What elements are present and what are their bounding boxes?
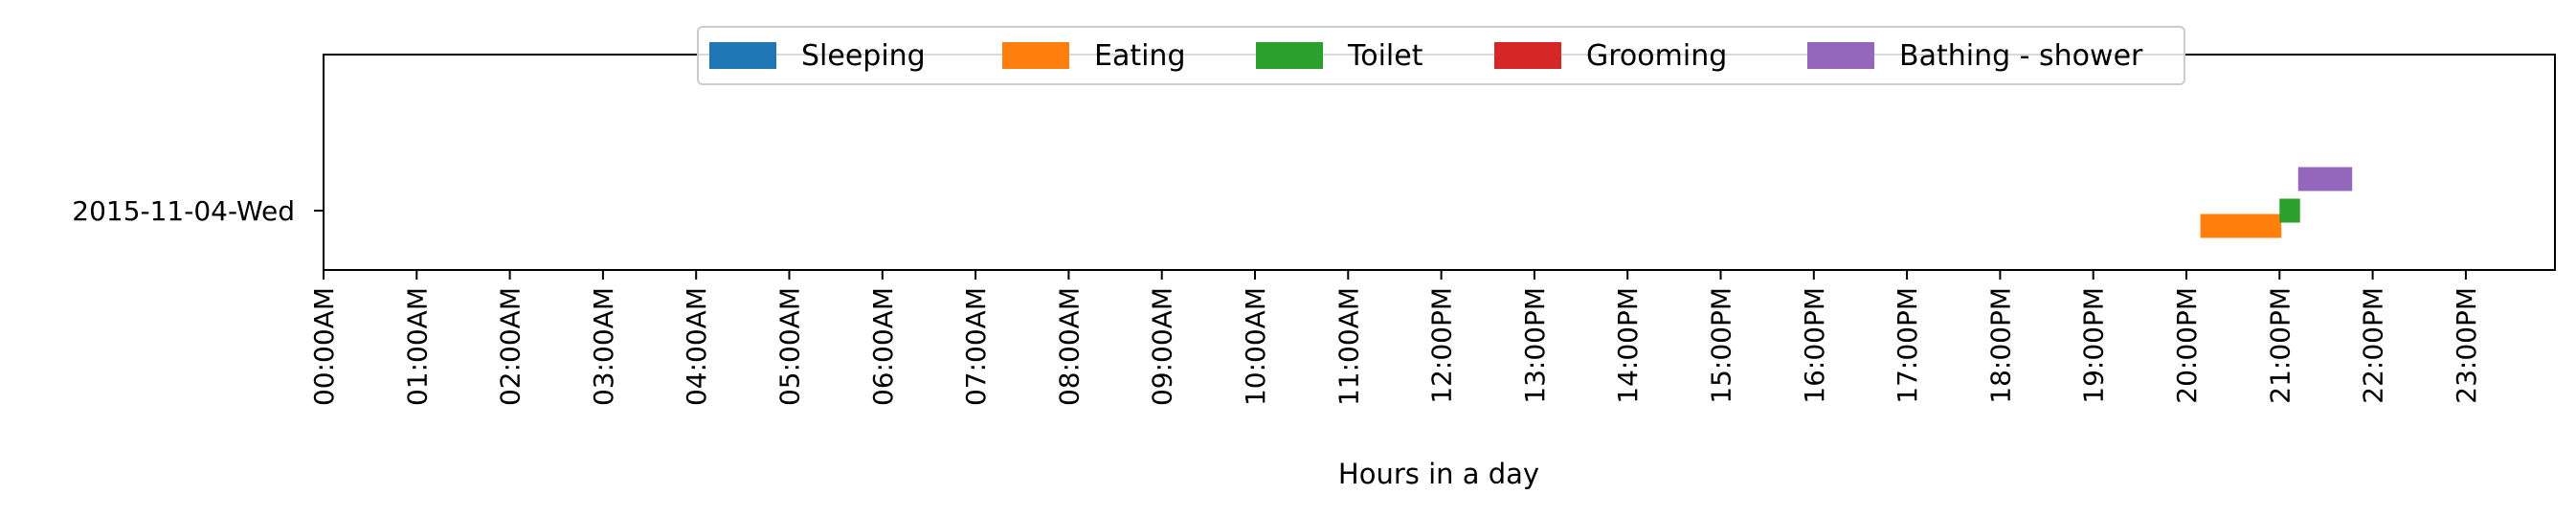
x-tick-label: 19:00PM: [2078, 287, 2110, 404]
legend-label: Bathing - shower: [1899, 39, 2143, 73]
legend-swatch: [709, 42, 776, 69]
x-tick-label: 05:00AM: [774, 287, 806, 406]
y-tick-label: 2015-11-04-Wed: [72, 195, 295, 227]
x-tick-label: 23:00PM: [2451, 287, 2482, 404]
x-axis-label: Hours in a day: [1338, 458, 1539, 490]
x-tick-label: 17:00PM: [1892, 287, 1923, 404]
x-tick-label: 11:00AM: [1333, 287, 1364, 406]
legend-swatch: [1256, 42, 1323, 69]
legend: Sleeping Eating Toilet Grooming Bathing - sh…: [697, 26, 2185, 85]
x-tick-label: 00:00AM: [308, 287, 340, 406]
x-axis: 00:00AM 01:00AM 02:00AM 03:00AM 04:00AM 05:00…: [308, 270, 2482, 406]
legend-swatch: [1002, 42, 1069, 69]
y-axis: 2015-11-04-Wed: [72, 195, 324, 227]
x-tick-label: 03:00AM: [588, 287, 619, 406]
legend-swatch: [1494, 42, 1561, 69]
x-tick-label: 18:00PM: [1984, 287, 2016, 404]
x-tick-label: 14:00PM: [1612, 287, 1644, 404]
legend-label: Toilet: [1347, 39, 1423, 73]
x-tick-label: 22:00PM: [2358, 287, 2389, 404]
activity-bar-bathing-shower: [2297, 167, 2353, 191]
x-tick-label: 15:00PM: [1706, 287, 1737, 404]
legend-label: Eating: [1094, 39, 1186, 73]
x-tick-label: 13:00PM: [1519, 287, 1551, 404]
x-tick-label: 21:00PM: [2264, 287, 2296, 404]
x-tick-label: 16:00PM: [1799, 287, 1830, 404]
x-tick-label: 10:00AM: [1240, 287, 1271, 406]
legend-frame: [697, 26, 2185, 85]
activity-bar-toilet: [2279, 198, 2300, 223]
x-tick-label: 12:00PM: [1426, 287, 1458, 404]
x-tick-label: 20:00PM: [2171, 287, 2203, 404]
activity-bars: [2200, 167, 2353, 238]
x-tick-label: 06:00AM: [867, 287, 899, 406]
x-tick-label: 08:00AM: [1053, 287, 1085, 406]
x-tick-label: 09:00AM: [1147, 287, 1178, 406]
legend-swatch: [1807, 42, 1874, 69]
legend-label: Sleeping: [801, 39, 926, 73]
x-tick-label: 04:00AM: [681, 287, 712, 406]
x-tick-label: 02:00AM: [495, 287, 526, 406]
x-tick-label: 01:00AM: [401, 287, 433, 406]
activity-bar-eating: [2200, 214, 2282, 238]
legend-label: Grooming: [1586, 39, 1727, 73]
x-tick-label: 07:00AM: [960, 287, 992, 406]
